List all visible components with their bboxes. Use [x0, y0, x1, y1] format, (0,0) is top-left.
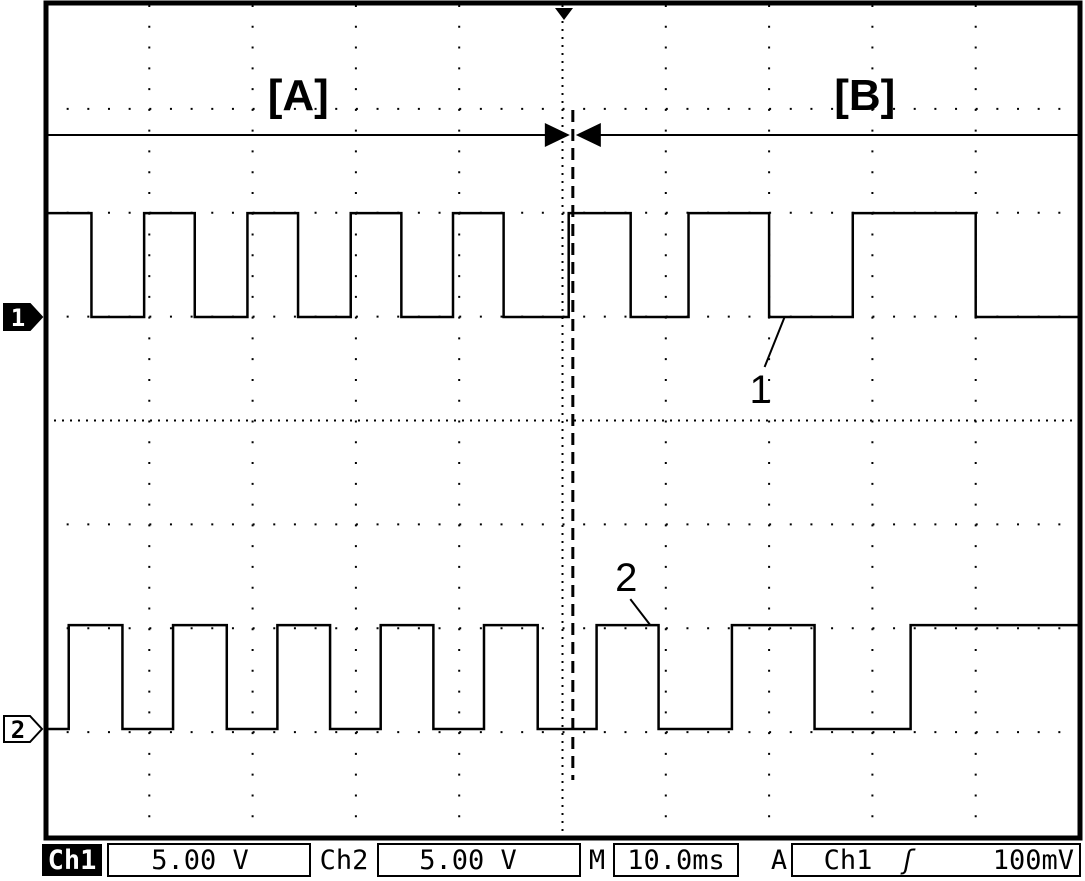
ch2-scale-box	[377, 843, 581, 877]
region-a-arrow-icon	[544, 123, 570, 147]
trigger-slope-icon: ʃ	[900, 845, 916, 876]
trigger-box	[791, 843, 1081, 877]
screen-border	[43, 0, 1083, 841]
channel-2-marker-icon	[3, 715, 44, 743]
region-markers: [A] [B]	[46, 71, 1079, 147]
callout-label-1: 1	[749, 368, 771, 412]
trigger-level: 100mV	[993, 845, 1074, 876]
trigger-position-marker	[555, 8, 573, 20]
ch1-scale-box	[107, 843, 311, 877]
trace-ch1	[46, 211, 1079, 319]
ch1-label-box	[42, 844, 102, 876]
region-b-arrow-icon	[575, 123, 601, 147]
graticule	[46, 5, 1079, 836]
ch1-label: Ch1	[48, 845, 97, 876]
callout-leader-1	[763, 316, 786, 368]
ch2-scale: 5.00 V	[419, 845, 517, 876]
trigger-mode: A	[771, 845, 787, 876]
channel-markers: 12	[3, 303, 44, 744]
traces: 12	[46, 211, 1079, 731]
region-label-a: [A]	[268, 71, 329, 120]
channel-1-marker-icon	[3, 303, 44, 331]
timebase-label: M	[589, 845, 605, 876]
channel-1-marker-label: 1	[11, 304, 25, 332]
ch1-scale: 5.00 V	[151, 845, 249, 876]
readout-bar: Ch1 5.00 V Ch2 5.00 V M 10.0ms A Ch1 ʃ 1…	[42, 843, 1081, 877]
timebase-box	[613, 843, 739, 877]
timebase-value: 10.0ms	[627, 845, 725, 876]
callout-leader-2	[629, 598, 652, 626]
channel-2-marker-label: 2	[11, 716, 25, 744]
region-label-b: [B]	[834, 71, 895, 120]
trigger-source: Ch1	[824, 845, 873, 876]
ch2-label: Ch2	[320, 845, 369, 876]
callout-label-2: 2	[615, 556, 637, 600]
trace-ch2	[46, 623, 1079, 731]
